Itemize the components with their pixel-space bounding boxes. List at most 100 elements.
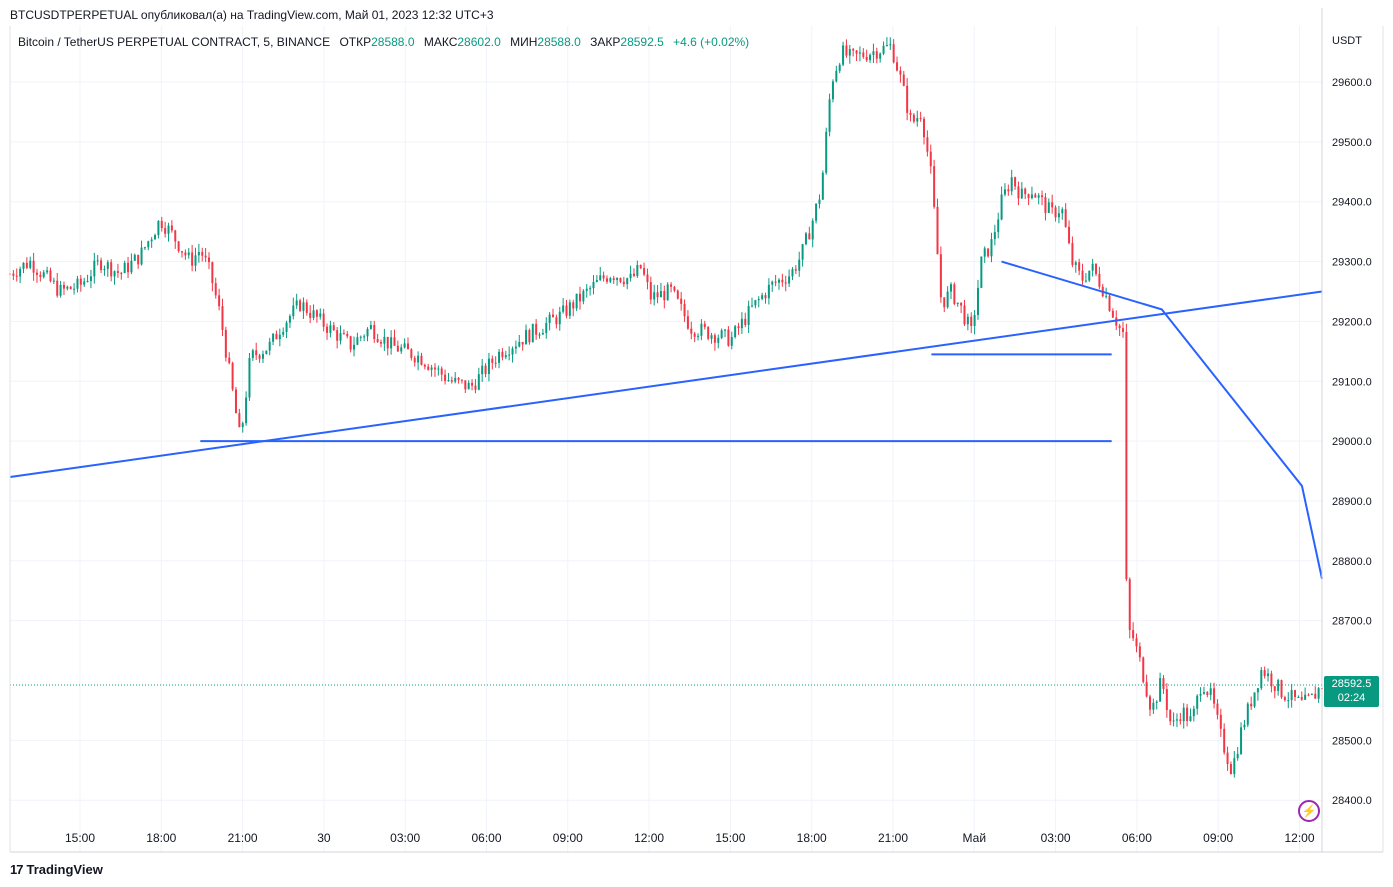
lightning-icon[interactable]: ⚡ — [1298, 800, 1320, 822]
candle-body — [86, 280, 89, 282]
candle-body — [939, 254, 942, 298]
candle-body — [683, 303, 686, 317]
candle-body — [403, 343, 406, 348]
bar-countdown: 02:24 — [1337, 692, 1366, 704]
candle-body — [170, 225, 173, 231]
candle-body — [69, 286, 72, 290]
candle-body — [568, 302, 571, 316]
candle-body — [902, 74, 905, 86]
y-tick-label: 28800.0 — [1332, 556, 1372, 568]
candle-body — [1064, 209, 1067, 227]
candle-body — [1003, 189, 1006, 195]
tradingview-logo[interactable]: 17 TradingView — [10, 862, 103, 877]
candle-body — [875, 51, 878, 59]
candle-body — [1084, 280, 1087, 282]
candle-body — [1051, 202, 1054, 208]
candle-body — [572, 302, 575, 309]
candle-body — [1074, 262, 1077, 265]
candle-body — [1267, 673, 1270, 677]
candle-body — [717, 337, 720, 343]
candle-body — [1273, 686, 1276, 691]
candle-body — [460, 379, 463, 381]
candle-body — [62, 284, 65, 289]
candle-body — [562, 305, 565, 312]
candle-body — [751, 305, 754, 307]
candle-body — [474, 385, 477, 390]
candle-body — [518, 341, 521, 347]
candle-body — [346, 333, 349, 337]
candle-body — [757, 298, 760, 301]
candle-body — [22, 262, 25, 269]
candle-body — [1304, 694, 1307, 700]
candle-body — [437, 368, 440, 370]
candle-body — [457, 377, 460, 380]
y-tick-label: 29500.0 — [1332, 137, 1372, 149]
candle-body — [349, 336, 352, 350]
candle-body — [548, 314, 551, 324]
candle-body — [1152, 702, 1155, 710]
candle-body — [541, 332, 544, 335]
candle-body — [1078, 262, 1081, 271]
candle-body — [936, 206, 939, 255]
candle-body — [592, 281, 595, 289]
candle-body — [659, 291, 662, 298]
candle-body — [1041, 195, 1044, 198]
candle-body — [1169, 710, 1172, 722]
candle-body — [1111, 310, 1114, 318]
candle-body — [218, 295, 221, 307]
candle-body — [487, 358, 490, 375]
candle-body — [423, 364, 426, 367]
candle-body — [754, 300, 757, 306]
candle-body — [491, 358, 494, 363]
symbol-title[interactable]: Bitcoin / TetherUS PERPETUAL CONTRACT, 5… — [18, 35, 331, 49]
trend-line — [9, 290, 1323, 479]
candle-body — [852, 48, 855, 51]
candle-body — [1233, 758, 1236, 775]
x-tick-label: 21:00 — [228, 831, 258, 845]
candle-body — [1189, 716, 1192, 721]
candle-body — [818, 199, 821, 204]
open-value: 28588.0 — [371, 35, 415, 49]
candle-body — [632, 273, 635, 276]
candle-body — [1088, 270, 1091, 281]
drawings — [9, 260, 1323, 579]
candle-body — [167, 225, 170, 234]
close-label: ЗАКР — [590, 35, 621, 49]
x-tick-label: 30 — [317, 831, 331, 845]
candle-body — [292, 305, 295, 317]
candle-body — [123, 262, 126, 274]
candle-body — [983, 248, 986, 257]
candle-body — [676, 290, 679, 299]
candle-body — [855, 50, 858, 54]
candle-body — [960, 302, 963, 306]
x-tick-label: 15:00 — [715, 831, 745, 845]
candle-body — [710, 335, 713, 339]
candle-body — [12, 273, 15, 276]
candle-body — [1260, 670, 1263, 689]
candle-body — [686, 316, 689, 329]
y-tick-label: 29100.0 — [1332, 376, 1372, 388]
candle-body — [761, 295, 764, 299]
candle-body — [1044, 197, 1047, 213]
candle-body — [32, 260, 35, 273]
candle-body — [342, 333, 345, 335]
candle-body — [1159, 678, 1162, 702]
candle-body — [154, 235, 157, 240]
candle-body — [39, 274, 42, 278]
candle-body — [501, 351, 504, 358]
candle-body — [643, 268, 646, 275]
candle-body — [784, 282, 787, 284]
candle-body — [312, 310, 315, 318]
candle-body — [433, 367, 436, 370]
candle-body — [454, 377, 457, 382]
candle-body — [521, 341, 524, 345]
candle-body — [1162, 678, 1165, 690]
candle-body — [730, 337, 733, 346]
currency-unit[interactable]: USDT — [1332, 35, 1362, 47]
candle-body — [831, 81, 834, 100]
candle-body — [1010, 177, 1013, 192]
candle-body — [1263, 670, 1266, 677]
candle-body — [332, 325, 335, 331]
candle-body — [498, 351, 501, 363]
